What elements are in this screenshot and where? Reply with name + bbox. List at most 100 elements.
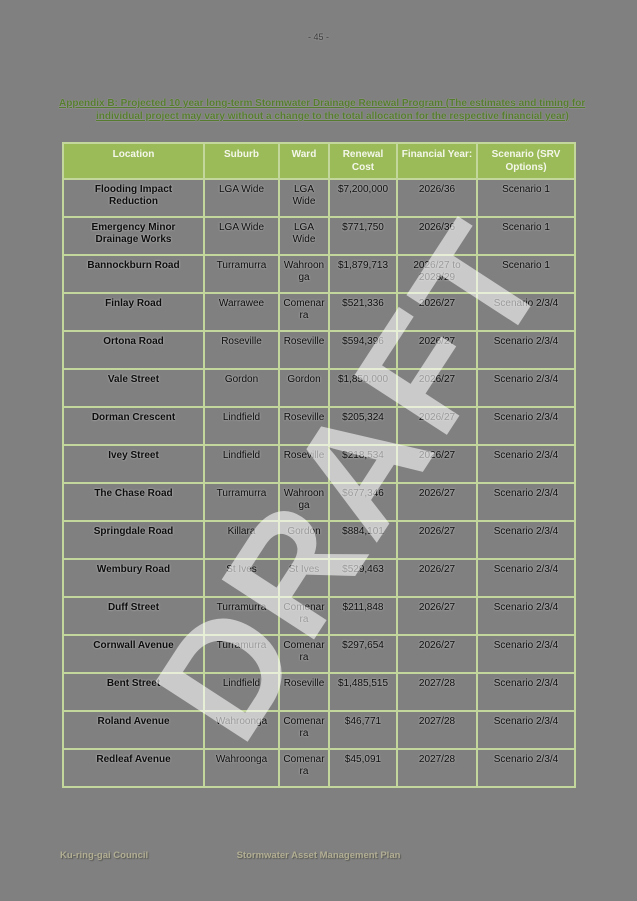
cell-suburb: LGA Wide [203, 216, 280, 256]
cell-scenario: Scenario 2/3/4 [476, 558, 576, 598]
table-row: Bannockburn Road Turramurra Wahroonga $1… [62, 254, 576, 294]
cell-location: Bannockburn Road [62, 254, 205, 294]
cell-scenario: Scenario 2/3/4 [476, 292, 576, 332]
cell-location: Emergency Minor Drainage Works [62, 216, 205, 256]
cell-ward: Gordon [278, 520, 330, 560]
cell-renewal-cost: $297,654 [328, 634, 398, 674]
column-header-financial-year: Financial Year: [396, 142, 478, 180]
cell-renewal-cost: $529,463 [328, 558, 398, 598]
footer-plan-name: Stormwater Asset Management Plan [236, 850, 401, 861]
cell-ward: Roseville [278, 672, 330, 712]
cell-ward: Gordon [278, 368, 330, 408]
cell-location: Dorman Crescent [62, 406, 205, 446]
table-row: Vale Street Gordon Gordon $1,850,000 202… [62, 368, 576, 408]
cell-ward: Wahroonga [278, 254, 330, 294]
table-row: Flooding Impact Reduction LGA Wide LGA W… [62, 178, 576, 218]
table-row: Finlay Road Warrawee Comenarra $521,336 … [62, 292, 576, 332]
cell-scenario: Scenario 2/3/4 [476, 672, 576, 712]
cell-scenario: Scenario 2/3/4 [476, 596, 576, 636]
cell-scenario: Scenario 2/3/4 [476, 634, 576, 674]
cell-scenario: Scenario 2/3/4 [476, 444, 576, 484]
cell-financial-year: 2026/27 [396, 368, 478, 408]
column-header-location: Location [62, 142, 205, 180]
cell-financial-year: 2027/28 [396, 710, 478, 750]
cell-location: Springdale Road [62, 520, 205, 560]
cell-financial-year: 2026/27 [396, 596, 478, 636]
cell-ward: Comenarra [278, 710, 330, 750]
cell-renewal-cost: $677,346 [328, 482, 398, 522]
cell-renewal-cost: $7,200,000 [328, 178, 398, 218]
column-header-suburb: Suburb [203, 142, 280, 180]
cell-renewal-cost: $1,879,713 [328, 254, 398, 294]
table-row: Bent Street Lindfield Roseville $1,485,5… [62, 672, 576, 712]
cell-suburb: Lindfield [203, 672, 280, 712]
table-row: Wembury Road St Ives St Ives $529,463 20… [62, 558, 576, 598]
cell-suburb: Wahroonga [203, 748, 280, 788]
cell-ward: Comenarra [278, 634, 330, 674]
table-row: Ortona Road Roseville Roseville $594,396… [62, 330, 576, 370]
cell-location: Finlay Road [62, 292, 205, 332]
cell-financial-year: 2026/27 [396, 520, 478, 560]
cell-financial-year: 2027/28 [396, 672, 478, 712]
cell-financial-year: 2026/27 to 2028/29 [396, 254, 478, 294]
footer-council-name: Ku-ring-gai Council [60, 850, 149, 861]
cell-ward: St Ives [278, 558, 330, 598]
cell-suburb: Turramurra [203, 482, 280, 522]
cell-ward: Roseville [278, 406, 330, 446]
cell-scenario: Scenario 2/3/4 [476, 330, 576, 370]
cell-ward: LGA Wide [278, 178, 330, 218]
table-row: The Chase Road Turramurra Wahroonga $677… [62, 482, 576, 522]
cell-suburb: Gordon [203, 368, 280, 408]
cell-scenario: Scenario 1 [476, 216, 576, 256]
cell-ward: Roseville [278, 444, 330, 484]
cell-location: The Chase Road [62, 482, 205, 522]
table-row: Springdale Road Killara Gordon $884,101 … [62, 520, 576, 560]
cell-location: Ivey Street [62, 444, 205, 484]
cell-ward: Comenarra [278, 596, 330, 636]
cell-renewal-cost: $1,850,000 [328, 368, 398, 408]
cell-location: Cornwall Avenue [62, 634, 205, 674]
cell-renewal-cost: $594,396 [328, 330, 398, 370]
renewal-program-table: Location Suburb Ward Renewal Cost Financ… [62, 142, 576, 788]
cell-suburb: Lindfield [203, 444, 280, 484]
cell-renewal-cost: $218,534 [328, 444, 398, 484]
cell-financial-year: 2026/27 [396, 406, 478, 446]
cell-location: Flooding Impact Reduction [62, 178, 205, 218]
cell-ward: Comenarra [278, 292, 330, 332]
column-header-renewal-cost: Renewal Cost [328, 142, 398, 180]
cell-location: Duff Street [62, 596, 205, 636]
table-row: Cornwall Avenue Turramurra Comenarra $29… [62, 634, 576, 674]
cell-scenario: Scenario 2/3/4 [476, 406, 576, 446]
cell-suburb: Lindfield [203, 406, 280, 446]
cell-renewal-cost: $771,750 [328, 216, 398, 256]
cell-location: Bent Street [62, 672, 205, 712]
cell-renewal-cost: $205,324 [328, 406, 398, 446]
cell-ward: Wahroonga [278, 482, 330, 522]
table-row: Dorman Crescent Lindfield Roseville $205… [62, 406, 576, 446]
cell-ward: Roseville [278, 330, 330, 370]
cell-location: Redleaf Avenue [62, 748, 205, 788]
cell-scenario: Scenario 1 [476, 254, 576, 294]
cell-financial-year: 2026/27 [396, 330, 478, 370]
appendix-title: Appendix B: Projected 10 year long-term … [59, 98, 586, 122]
cell-ward: Comenarra [278, 748, 330, 788]
cell-renewal-cost: $521,336 [328, 292, 398, 332]
cell-suburb: Turramurra [203, 254, 280, 294]
cell-suburb: St Ives [203, 558, 280, 598]
cell-location: Ortona Road [62, 330, 205, 370]
cell-location: Wembury Road [62, 558, 205, 598]
column-header-ward: Ward [278, 142, 330, 180]
cell-location: Vale Street [62, 368, 205, 408]
table-row: Roland Avenue Wahroonga Comenarra $46,77… [62, 710, 576, 750]
cell-financial-year: 2026/27 [396, 558, 478, 598]
table-row: Redleaf Avenue Wahroonga Comenarra $45,0… [62, 748, 576, 788]
cell-suburb: Turramurra [203, 634, 280, 674]
cell-financial-year: 2026/36 [396, 178, 478, 218]
cell-scenario: Scenario 2/3/4 [476, 368, 576, 408]
cell-scenario: Scenario 2/3/4 [476, 482, 576, 522]
cell-suburb: Wahroonga [203, 710, 280, 750]
cell-suburb: Warrawee [203, 292, 280, 332]
cell-financial-year: 2026/27 [396, 634, 478, 674]
cell-financial-year: 2026/36 [396, 216, 478, 256]
cell-scenario: Scenario 1 [476, 178, 576, 218]
